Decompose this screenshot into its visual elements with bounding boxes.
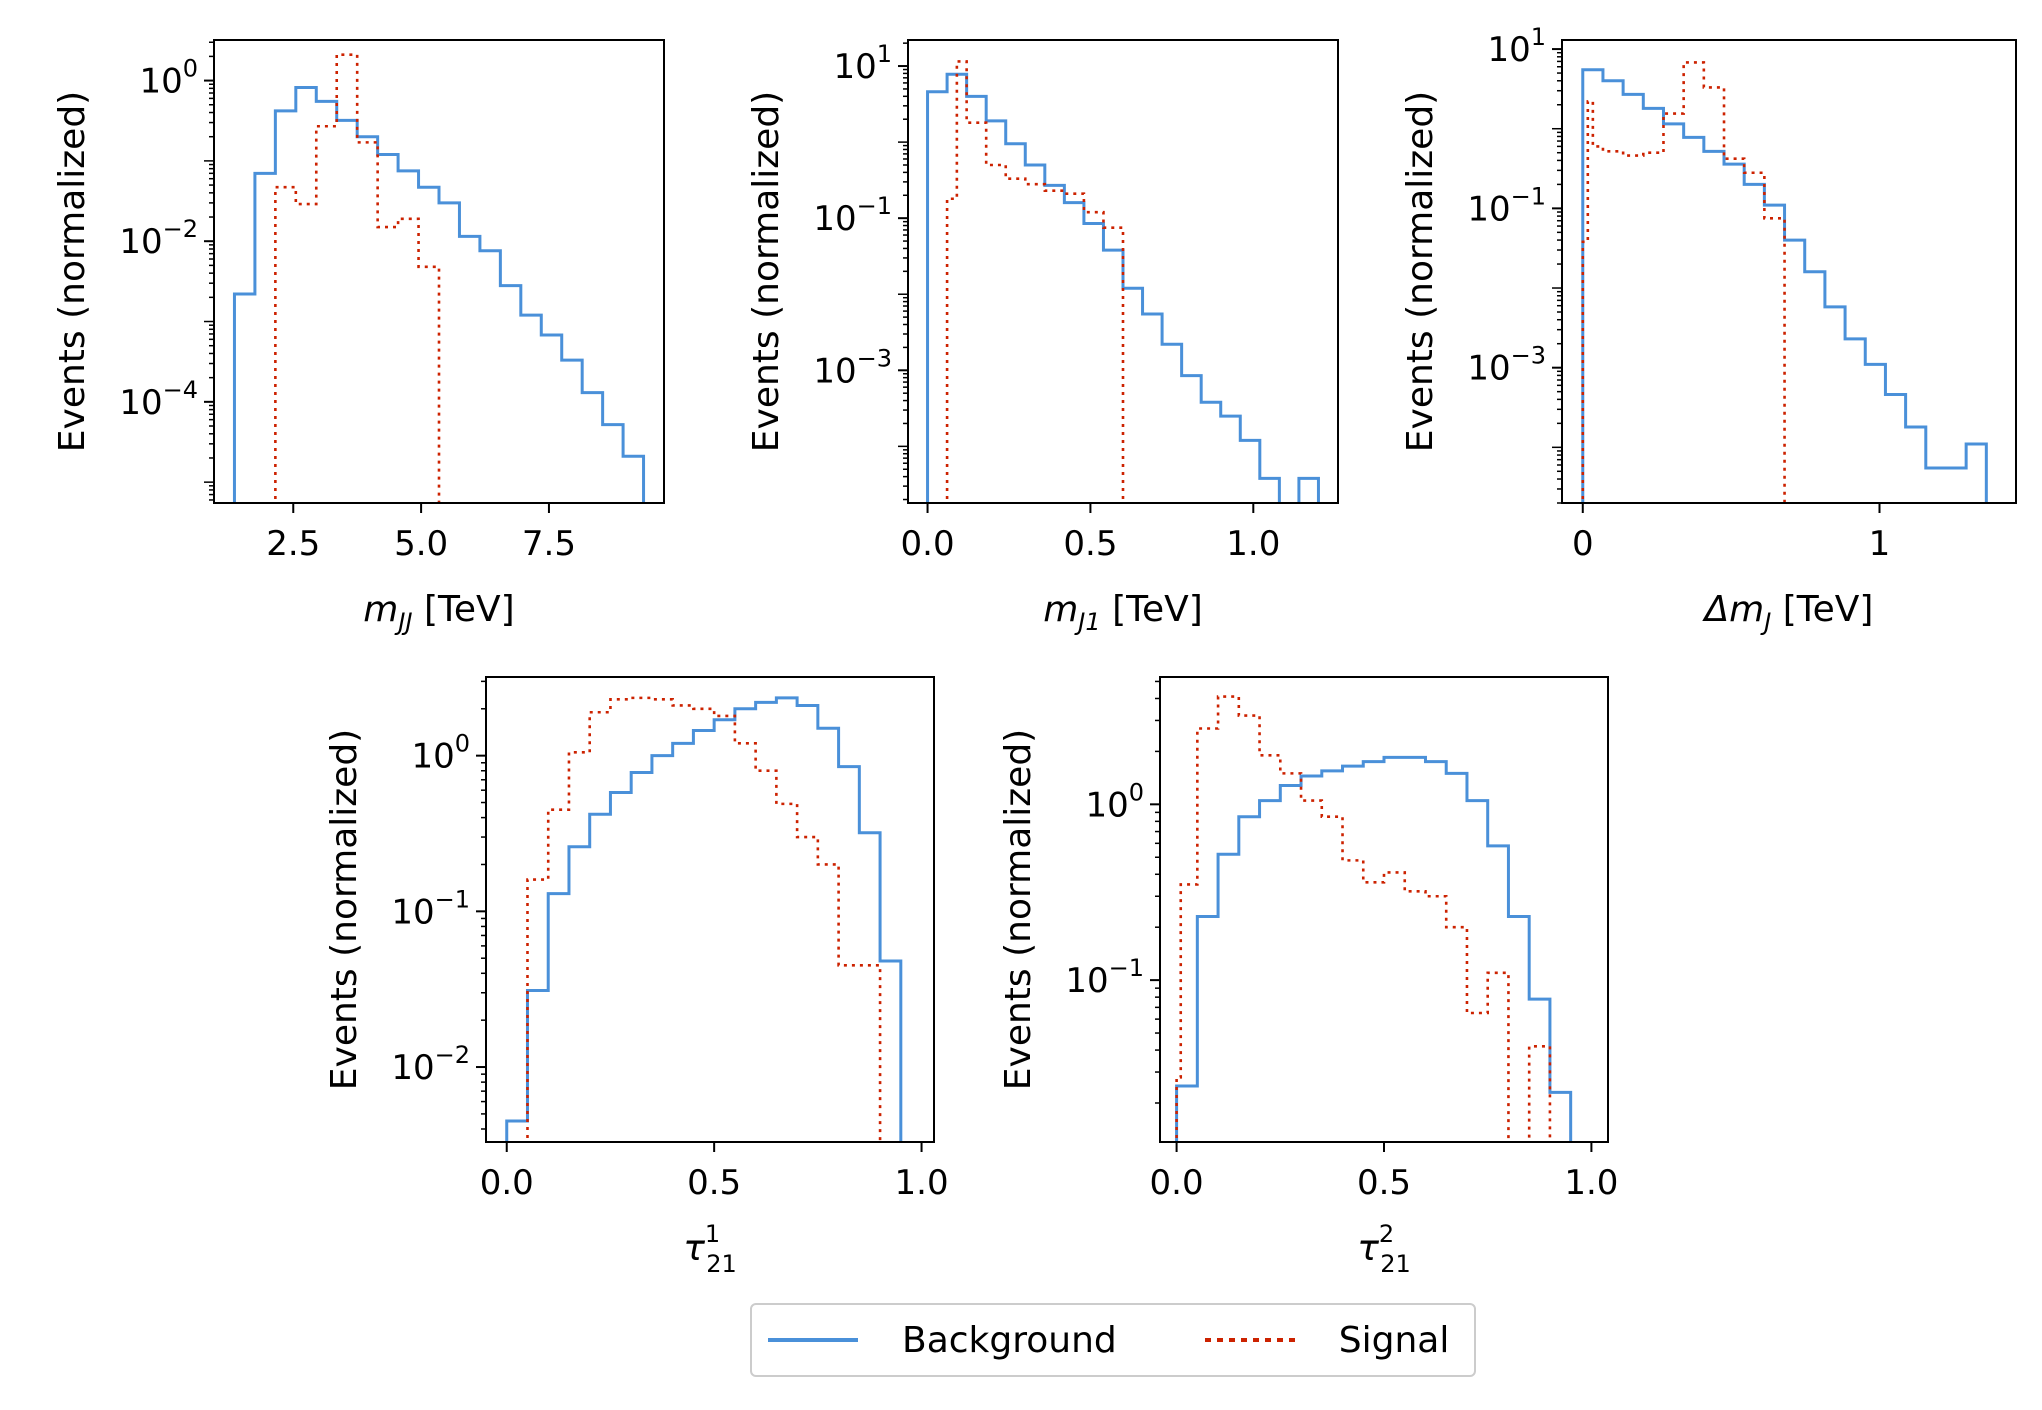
y-axis-label-tau1: Events (normalized) [324,729,365,1090]
x-tick-label-mjj: 2.5 [266,524,320,564]
y-tick-label-mjj: 10−4 [119,376,198,423]
x-tick-label-mj1: 1.0 [1226,524,1280,564]
y-tick-label-tau2: 10−1 [1065,954,1144,1001]
series-background-mj1 [926,72,1320,503]
series-background-tau1 [505,696,903,1142]
legend: Background Signal [750,1303,1476,1377]
series-background-dmj [1581,68,1988,503]
x-tick-label-tau2: 0.5 [1357,1163,1411,1203]
series-background-tau2 [1175,755,1573,1142]
chart-mjj: 2.5 5.0 7.5 100 10−2 10−4 mJJ [TeV] Events (nor… [52,39,665,636]
x-axis-label-mj1: mJ1 [TeV] [1043,589,1203,636]
y-tick-label-dmj: 101 [1487,23,1546,70]
series-signal-tau1 [526,696,882,1142]
chart-tau2: 0.0 0.5 1.0 100 10−1 τ2 21 Events (normalized) [998,676,1618,1278]
y-tick-label-mjj: 100 [139,55,198,102]
x-tick-label-mj1: 0.5 [1063,524,1117,564]
x-tick-label-dmj: 0 [1572,524,1594,564]
y-axis-label-mjj: Events (normalized) [52,91,93,452]
y-tick-label-mj1: 101 [833,40,892,87]
y-tick-label-tau2: 100 [1085,778,1144,825]
legend-item-signal: Signal [1204,1319,1450,1361]
y-tick-label-mj1: 10−3 [813,344,892,391]
x-tick-label-mj1: 0.0 [901,524,955,564]
y-axis-label-tau2: Events (normalized) [998,729,1039,1090]
x-axis-label-mjj: mJJ [TeV] [363,589,514,636]
legend-background-label: Background [902,1319,1117,1361]
series-signal-dmj [1581,61,1786,503]
x-tick-label-dmj: 1 [1869,524,1891,564]
series-signal-tau2 [1175,695,1552,1142]
x-axis-label-tau1: τ1 21 [683,1220,737,1278]
axes-frame-tau2 [1159,676,1609,1143]
y-tick-label-tau1: 10−1 [391,885,470,932]
x-axis-label-dmj: ΔmJ [TeV] [1702,589,1874,636]
y-axis-label-dmj: Events (normalized) [1400,91,1441,452]
legend-item-background: Background [768,1320,1117,1361]
legend-background-swatch [768,1338,858,1342]
axes-frame-mjj [213,39,665,504]
x-tick-label-tau2: 1.0 [1564,1163,1618,1203]
y-tick-label-dmj: 10−1 [1467,182,1546,229]
y-tick-label-mjj: 10−2 [119,215,198,262]
x-tick-label-mjj: 5.0 [394,524,448,564]
series-signal-mjj [274,53,441,503]
legend-signal-label: Signal [1338,1319,1450,1361]
x-tick-label-tau1: 1.0 [895,1163,949,1203]
chart-dmj: 0 1 101 10−1 10−3 ΔmJ [TeV] Events (normalized… [1400,23,2017,636]
chart-tau1: 0.0 0.5 1.0 100 10−1 10−2 τ1 21 Events (normaliz… [324,676,949,1278]
series-signal-mj1 [945,60,1125,503]
y-tick-label-tau1: 100 [411,730,470,777]
y-tick-label-mj1: 10−1 [813,192,892,239]
legend-signal-swatch [1204,1338,1295,1342]
x-axis-label-tau2: τ2 21 [1357,1220,1411,1278]
x-tick-label-tau1: 0.0 [480,1163,534,1203]
x-tick-label-tau1: 0.5 [687,1163,741,1203]
chart-mj1: 0.0 0.5 1.0 101 10−1 10−3 mJ1 [TeV] Events (nor… [746,39,1339,636]
x-tick-label-tau2: 0.0 [1150,1163,1204,1203]
y-tick-label-dmj: 10−3 [1467,342,1546,389]
x-tick-label-mjj: 7.5 [522,524,576,564]
y-axis-label-mj1: Events (normalized) [746,91,787,452]
axes-frame-tau1 [485,676,935,1143]
y-tick-label-tau1: 10−2 [391,1041,470,1088]
series-background-mjj [232,85,646,503]
axes-frame-dmj [1561,39,2017,504]
